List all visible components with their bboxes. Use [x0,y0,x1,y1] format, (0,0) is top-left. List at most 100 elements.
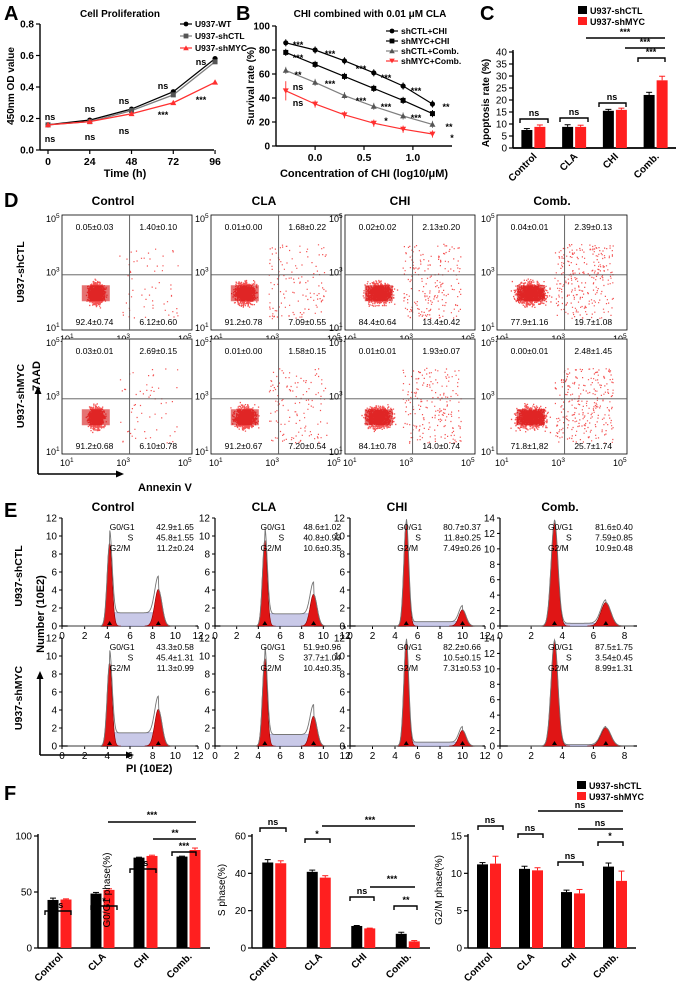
panel-b-x-label: Concentration of CHI (log10/μM) [280,168,448,180]
panel-d-y-label: 7AAD [31,361,43,391]
panel-f-g0g1-bar [189,850,201,948]
panel-f-s-bar [319,877,331,948]
panel-b-significance: *** *** ** ns ns *** *** *** *** *** ***… [293,40,455,143]
sig-f2-cla-comb: *** [365,815,376,825]
histogram-peak-marker [311,741,317,745]
panel-f-g2m-bar [616,880,627,948]
histogram-x-tick-label: 8 [150,631,156,642]
histogram-y-tick-label: 12 [484,649,496,660]
sig-c-comb: *** [646,47,657,57]
quadrant-upper-left: 0.01±0.01 [359,346,397,356]
histogram-x-tick-label: 8 [622,631,628,642]
sig-c-chi: ns [607,92,618,102]
panel-b-point [312,47,318,53]
histogram-y-tick-label: 8 [489,680,495,691]
panel-f-g2m-bar [603,866,614,948]
panel-c-y-tick-label: 0 [501,144,507,155]
panel-f-significance: ns * ns *** ** *** ns * *** ns *** ** [44,800,624,915]
histogram-x-tick-label: 0 [497,751,503,762]
histogram-peak-marker [262,741,268,745]
panel-f-g0g1-bar [90,893,102,948]
histogram-y-tick-label: 6 [204,688,210,699]
histogram-x-tick-label: 2 [234,751,240,762]
bracket-f1-control [44,910,72,915]
dotplot-core [516,409,545,426]
quadrant-lower-left: 91.2±0.68 [76,441,114,451]
legend-b-marker-2 [389,48,395,54]
panel-c-bar [534,126,546,148]
legend-b-label-1: shMYC+CHI [401,36,449,46]
histogram-phase-label: G2/M [397,663,418,673]
sig-b-3a: *** [381,73,392,83]
panel-b-y-tick-label: 60 [259,70,271,81]
dotplot-frame [344,214,476,331]
dotplot-x-tick-exp: 3 [275,457,279,464]
panel-a-point [129,108,135,114]
histogram-y-tick-label: 10 [46,532,58,543]
panel-f-g2m-y-tick-label: 15 [451,832,463,843]
histogram-phase-label: G2/M [261,663,282,673]
quadrant-upper-right: 2.48±1.45 [574,346,612,356]
histogram-phase-label: G0/G1 [548,642,573,652]
sig-f1-chi-comb: ** [171,828,179,838]
legend-label-shmyc: U937-shMYC [195,43,247,53]
dotplot-x-tick-exp: 5 [188,457,192,464]
histogram-phase-label: G0/G1 [397,642,422,652]
legend-b-marker-3 [389,58,395,64]
dotplot-x-tick-label: 101 [209,333,223,344]
dotplot-x-tick-exp: 1 [70,457,74,464]
panel-b-point [341,92,348,98]
panel-label-f: F [4,783,16,805]
histogram-peak-marker [155,621,161,625]
panel-label-a: A [4,3,18,25]
panel-c-legend: U937-shCTL U937-shMYC [578,6,646,27]
histogram-phase-value: 10.4±0.35 [303,663,341,673]
histogram-phase-label: G2/M [548,543,569,553]
histogram-phase-label: G0/G1 [397,522,422,532]
quadrant-lower-right: 19.7±1.08 [574,317,612,327]
panel-e-col-chi: CHI [387,500,408,514]
dotplot-y-tick-label: 105 [329,213,343,224]
panel-f-g0g1-bar [47,899,59,948]
histogram-x-tick-label: 6 [127,631,133,642]
dotplot-y-tick-label: 105 [46,213,60,224]
panel-c-x-tick-label: CHI [601,151,621,171]
panel-e-axis-arrows [36,671,134,759]
panel-b-marks: 0 20 40 60 80 100 0.0 0.5 1.0 [253,22,436,164]
panel-a-y-tick-label: 0.6 [20,51,34,62]
legend-c-swatch-shctl [578,6,587,14]
sig-f3-cla-comb: ns [575,800,586,810]
dotplot-y-tick-label: 101 [329,322,343,333]
sig-f3-comb: * [608,831,612,841]
sig-a-96-bottom: *** [196,95,207,105]
dotplot-y-tick-exp: 5 [205,337,209,344]
panel-f-g2m-bar [519,868,530,948]
panel-b-point [429,121,436,127]
histogram-y-tick-label: 10 [199,532,211,543]
panel-d-axis-arrows [34,386,124,478]
panel-b-point [283,49,289,55]
dotplot-y-tick-exp: 1 [56,322,60,329]
legend-marker-shmyc [183,45,189,51]
histogram-peak-marker [311,621,317,625]
panel-b-point [341,73,347,79]
quadrant-upper-right: 1.68±0.22 [288,222,326,232]
panel-f-s-bar [306,871,318,948]
dotplot-x-tick-label: 101 [495,333,509,344]
dotplot-y-tick-exp: 3 [491,391,495,398]
panel-b-point [283,40,289,46]
histogram-phase-value: 51.9±0.96 [303,642,341,652]
dotplot-y-tick-exp: 1 [56,446,60,453]
sig-c-chi-comb: *** [640,37,651,47]
dotplot-y-tick-label: 103 [329,391,343,402]
histogram-x-tick-label: 4 [392,631,398,642]
bracket-f1-cla [90,905,118,910]
panel-a-y-label: 450nm OD value [6,47,17,125]
panel-b-y-tick-label: 0 [264,142,270,153]
histogram-y-tick-label: 4 [204,586,210,597]
quadrant-lower-left: 84.4±0.64 [359,317,397,327]
panel-f-s-x-tick-label: Comb. [384,951,414,981]
